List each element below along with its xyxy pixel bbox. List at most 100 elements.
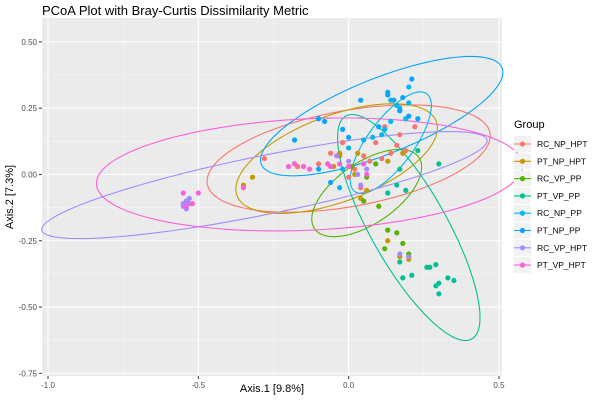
legend-key-point: [519, 158, 526, 164]
point-pt_np_pp: [391, 97, 397, 103]
point-rc_np_hpt: [316, 161, 322, 167]
point-rc_vp_hpt: [346, 158, 352, 164]
point-pt_np_hpt: [385, 158, 391, 164]
point-pt_vp_pp: [433, 262, 439, 268]
point-rc_vp_hpt: [355, 171, 361, 178]
point-pt_np_hpt: [355, 150, 361, 156]
point-pt_vp_pp: [424, 264, 430, 270]
ellipse-rc_np_pp: [349, 91, 432, 194]
ellipse-layer: [41, 55, 524, 342]
point-pt_np_pp: [397, 108, 403, 114]
point-rc_np_pp: [406, 84, 412, 90]
point-pt_np_hpt: [249, 174, 256, 180]
point-pt_np_pp: [406, 113, 412, 119]
legend-key-point: [519, 245, 526, 251]
point-rc_vp_hpt: [364, 166, 370, 172]
point-rc_np_hpt: [346, 174, 352, 180]
legend-key-point: [519, 176, 526, 182]
x-axis-label: Axis.1 [9.8%]: [240, 383, 304, 395]
point-rc_np_pp: [406, 100, 412, 106]
point-rc_vp_hpt: [334, 153, 340, 159]
point-pt_np_pp: [376, 124, 382, 130]
grid-lines: [42, 18, 502, 376]
point-pt_vp_pp: [415, 147, 421, 154]
point-rc_np_hpt: [388, 150, 394, 156]
point-rc_np_hpt: [397, 132, 403, 138]
y-tick-label: -0.25: [19, 237, 38, 246]
legend-title: Group: [514, 119, 545, 131]
point-pt_vp_hpt: [285, 163, 292, 170]
legend-label-pt_np_hpt: PT_NP_HPT: [537, 156, 586, 166]
legend-key-point: [519, 141, 526, 147]
point-rc_np_hpt: [367, 158, 373, 164]
point-pt_vp_pp: [385, 190, 391, 196]
x-tick-label: -0.5: [191, 381, 205, 390]
point-rc_vp_hpt: [186, 195, 192, 201]
y-tick-label: -0.75: [19, 369, 38, 378]
point-pt_vp_pp: [445, 275, 451, 281]
point-pt_np_pp: [328, 179, 334, 186]
point-pt_vp_hpt: [337, 161, 343, 167]
point-pt_vp_hpt: [180, 190, 186, 196]
legend-key-point: [519, 262, 526, 268]
legend: RC_NP_HPT PT_NP_HPT RC_VP_PP PT_VP_PP RC_NP_…: [514, 136, 588, 274]
point-rc_np_pp: [382, 126, 388, 132]
point-pt_np_pp: [316, 116, 322, 122]
point-pt_vp_pp: [436, 161, 442, 167]
point-pt_np_pp: [358, 97, 364, 103]
point-pt_np_pp: [316, 166, 322, 172]
point-rc_vp_pp: [400, 240, 406, 247]
point-pt_vp_pp: [436, 291, 442, 297]
point-pt_vp_pp: [451, 277, 457, 284]
point-pt_vp_pp: [433, 283, 439, 289]
legend-label-rc_vp_hpt: RC_VP_HPT: [537, 243, 587, 253]
point-pt_np_hpt: [385, 238, 391, 244]
point-pt_np_pp: [400, 94, 406, 101]
point-rc_np_pp: [361, 137, 367, 143]
point-pt_vp_hpt: [189, 201, 195, 207]
point-rc_vp_pp: [382, 246, 388, 252]
point-rc_np_pp: [379, 132, 385, 138]
point-rc_np_hpt: [340, 140, 346, 146]
point-pt_np_hpt: [400, 150, 406, 156]
legend-label-rc_vp_pp: RC_VP_PP: [537, 174, 582, 184]
point-layer: [180, 76, 457, 297]
point-rc_np_hpt: [379, 155, 385, 162]
point-pt_np_pp: [385, 92, 391, 98]
point-rc_np_hpt: [361, 153, 367, 159]
y-axis-ticks: 0.50 0.25 0.00 -0.25 -0.50 -0.75: [19, 38, 42, 378]
point-pt_vp_pp: [397, 259, 403, 265]
y-tick-label: 0.50: [21, 38, 37, 47]
point-pt_vp_hpt: [183, 203, 189, 209]
point-rc_vp_pp: [361, 198, 367, 204]
x-axis-ticks: -1.0 -0.5 0.0 0.5: [41, 376, 505, 390]
point-pt_np_pp: [322, 118, 328, 125]
legend-label-pt_np_pp: PT_NP_PP: [537, 226, 581, 236]
point-rc_vp_pp: [385, 227, 391, 233]
point-rc_vp_pp: [376, 203, 382, 209]
point-rc_np_pp: [346, 145, 352, 151]
ellipse-pt_np_hpt: [235, 103, 438, 214]
legend-key-point: [519, 210, 526, 216]
x-tick-label: -1.0: [41, 381, 55, 390]
point-pt_np_pp: [340, 126, 346, 132]
point-rc_np_pp: [388, 118, 394, 125]
point-pt_vp_pp: [397, 166, 403, 172]
point-pt_vp_hpt: [306, 166, 313, 172]
point-pt_vp_hpt: [364, 171, 370, 178]
legend-label-pt_vp_hpt: PT_VP_HPT: [537, 260, 586, 270]
ellipse-rc_vp_pp: [311, 148, 423, 238]
y-tick-label: 0.25: [21, 104, 37, 113]
point-pt_vp_hpt: [195, 190, 201, 196]
point-rc_np_hpt: [328, 150, 334, 156]
point-pt_vp_pp: [409, 272, 415, 278]
legend-label-pt_vp_pp: PT_VP_PP: [537, 191, 580, 201]
point-pt_np_pp: [291, 137, 298, 143]
point-rc_np_hpt: [412, 124, 418, 130]
point-rc_vp_hpt: [397, 251, 403, 257]
point-rc_np_pp: [337, 185, 343, 191]
point-pt_np_hpt: [364, 187, 370, 193]
point-pt_vp_pp: [403, 187, 409, 193]
legend-label-rc_np_pp: RC_NP_PP: [537, 208, 582, 218]
